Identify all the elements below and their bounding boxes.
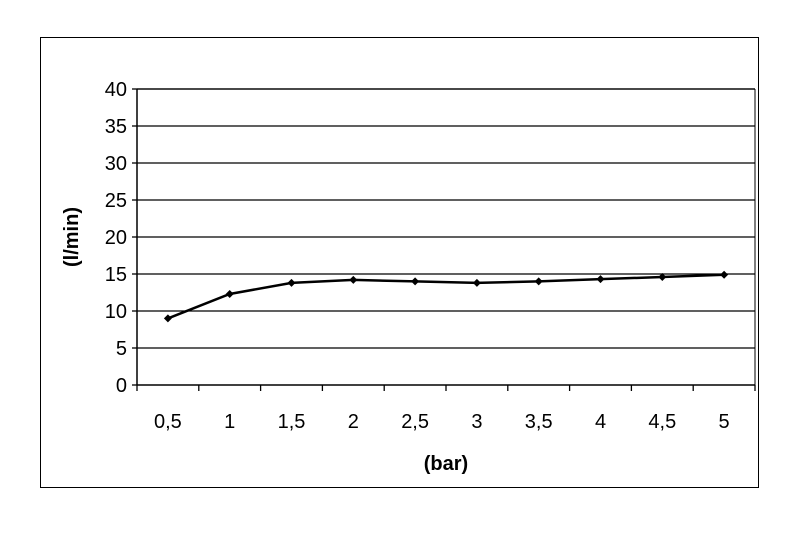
data-point [658,272,667,281]
data-line [167,273,725,320]
data-point [225,289,234,298]
y-tick-label: 35 [105,116,127,138]
x-tick-label: 3 [471,411,482,433]
data-point [534,277,543,286]
x-tick-label: 1,5 [278,411,306,433]
x-tick-label: 0,5 [154,411,182,433]
data-point [411,277,420,286]
x-tick-label: 1 [224,411,235,433]
y-tick-label: 5 [116,338,127,360]
data-point [472,278,481,287]
x-tick-label: 3,5 [525,411,553,433]
x-tick-label: 4,5 [648,411,676,433]
x-tick-label: 2 [348,411,359,433]
x-tick-label: 4 [595,411,606,433]
y-tick-label: 10 [105,301,127,323]
data-point [349,275,358,284]
data-point [287,278,296,287]
x-tick-label: 2,5 [401,411,429,433]
y-tick-label: 20 [105,227,127,249]
y-tick-label: 15 [105,264,127,286]
y-axis-title: (l/min) [61,207,83,267]
data-point [596,275,605,284]
data-point [163,314,172,323]
y-tick-label: 25 [105,190,127,212]
y-tick-label: 40 [105,79,127,101]
x-tick-label: 5 [719,411,730,433]
x-axis-title: (bar) [424,453,468,475]
y-tick-label: 30 [105,153,127,175]
data-point [720,270,729,279]
chart-frame [40,37,759,488]
y-tick-label: 0 [116,375,127,397]
